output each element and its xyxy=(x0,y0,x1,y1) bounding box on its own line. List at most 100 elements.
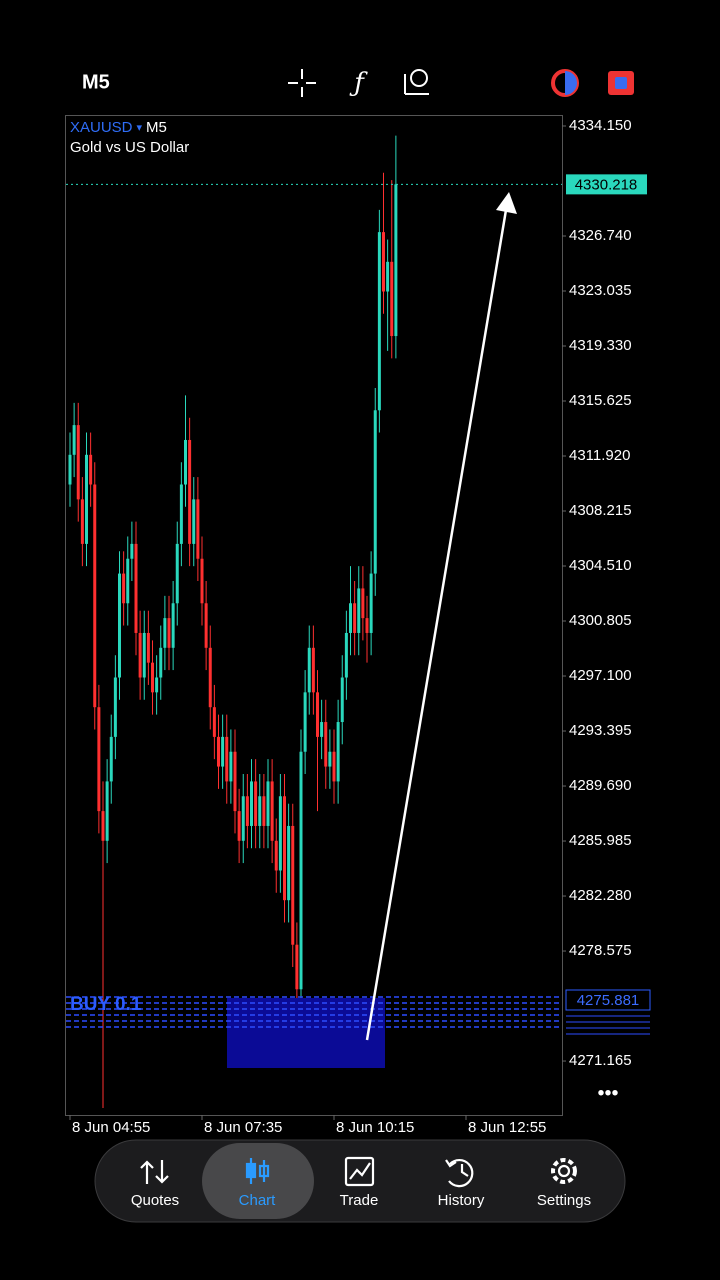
candle-body xyxy=(109,736,113,782)
more-button[interactable]: ••• xyxy=(597,1082,618,1104)
candle-body xyxy=(105,781,109,841)
candle-body xyxy=(184,439,187,485)
candle-body xyxy=(167,618,171,648)
symbol: XAUUSD xyxy=(70,119,133,136)
candle-body xyxy=(237,811,241,841)
position-label: BUY 0.1 xyxy=(70,994,142,1015)
candle-body xyxy=(192,499,196,544)
account-icon[interactable] xyxy=(608,71,634,95)
candle-body xyxy=(274,840,278,871)
candle-body xyxy=(250,781,253,826)
trade-icon[interactable] xyxy=(551,69,579,97)
candle-body xyxy=(245,796,249,826)
nav-bar xyxy=(94,1139,626,1223)
plot xyxy=(66,125,566,1120)
nav-label[interactable]: Chart xyxy=(239,1192,277,1209)
candle-body xyxy=(357,588,361,633)
y-tick-label: 4300.805 xyxy=(569,612,632,629)
chart-symbol[interactable]: XAUUSD ▾ M5 xyxy=(70,119,167,136)
candle-body xyxy=(353,603,357,633)
candle-body xyxy=(254,781,258,826)
candle-body xyxy=(377,232,381,411)
candle-body xyxy=(204,603,208,648)
candle-body xyxy=(171,603,175,648)
nav-items: Quotes Chart Trade History Settings xyxy=(131,1192,591,1209)
indicators-icon[interactable]: ƒ xyxy=(349,68,368,98)
y-tick-label: 4326.740 xyxy=(569,227,632,244)
nav-label[interactable]: Trade xyxy=(340,1192,379,1209)
candle-body xyxy=(361,588,365,619)
candle-body xyxy=(340,677,344,723)
candle-body xyxy=(142,632,146,678)
candle-body xyxy=(291,825,295,945)
timeframe-button[interactable]: M5 xyxy=(82,71,110,93)
nav-label[interactable]: History xyxy=(438,1192,485,1209)
candle-body xyxy=(212,707,216,737)
candle-body xyxy=(196,499,200,559)
candle-body xyxy=(295,944,299,990)
candle-body xyxy=(138,632,142,678)
candle-body xyxy=(278,796,282,871)
y-tick-label: 4334.150 xyxy=(569,117,632,134)
nav-icons xyxy=(140,1156,577,1188)
candle-body xyxy=(382,232,385,292)
candle-body xyxy=(299,751,303,990)
y-tick-label: 4311.920 xyxy=(569,447,630,464)
candle-body xyxy=(332,751,336,782)
candle-body xyxy=(311,647,315,693)
candle-body xyxy=(130,543,134,559)
candle-body xyxy=(225,736,229,782)
candle-body xyxy=(365,618,369,633)
y-tick-label: 4319.330 xyxy=(569,337,632,354)
candle-body xyxy=(287,825,291,901)
candle-body xyxy=(369,573,373,633)
candle-body xyxy=(146,632,150,663)
candle-body xyxy=(266,781,270,826)
candle-body xyxy=(208,647,212,708)
candle-body xyxy=(68,454,72,485)
nav-label[interactable]: Quotes xyxy=(131,1192,179,1209)
nav-label[interactable]: Settings xyxy=(537,1192,591,1209)
candle-body xyxy=(76,425,80,500)
objects-icon[interactable] xyxy=(404,69,429,95)
candle-body xyxy=(328,751,332,767)
position-price-box xyxy=(565,989,651,1011)
candle-body xyxy=(155,677,159,693)
position-price-stack xyxy=(566,1015,650,1035)
candle-body xyxy=(283,796,286,901)
y-tick-label: 4293.395 xyxy=(569,722,632,739)
candle-body xyxy=(89,454,93,485)
candle-body xyxy=(373,410,377,574)
y-tick-label: 4304.510 xyxy=(569,557,632,574)
candle-body xyxy=(303,692,307,752)
candle-body xyxy=(221,736,225,767)
symbol-description: Gold vs US Dollar xyxy=(70,139,189,156)
candle-body xyxy=(241,796,245,841)
candle-body xyxy=(175,543,179,604)
y-tick-label: 4271.165 xyxy=(569,1052,632,1069)
candle-body xyxy=(307,647,311,693)
candle-body xyxy=(233,751,237,812)
candle-body xyxy=(262,796,266,826)
candle-body xyxy=(85,454,88,544)
candle-body xyxy=(113,677,117,737)
position-price: 4275.881 xyxy=(577,992,640,1009)
candle-body xyxy=(270,781,274,841)
candle-body xyxy=(386,261,390,292)
x-tick-label: 8 Jun 04:55 xyxy=(72,1119,150,1136)
candle-body xyxy=(101,811,105,841)
candle-body xyxy=(122,573,126,604)
crosshair-icon[interactable] xyxy=(288,69,316,97)
candle-body xyxy=(394,184,398,337)
arrow-annotation xyxy=(365,192,517,1041)
candle-body xyxy=(336,722,340,782)
y-tick-label: 4315.625 xyxy=(569,392,632,409)
candle-body xyxy=(118,573,121,678)
candle-body xyxy=(134,543,138,633)
candle-body xyxy=(349,603,352,633)
candle-body xyxy=(217,736,220,767)
y-tick-label: 4282.280 xyxy=(569,887,632,904)
y-tick-label: 4289.690 xyxy=(569,777,632,794)
bid-price: 4330.218 xyxy=(575,176,638,193)
plot-frame xyxy=(65,115,563,1116)
